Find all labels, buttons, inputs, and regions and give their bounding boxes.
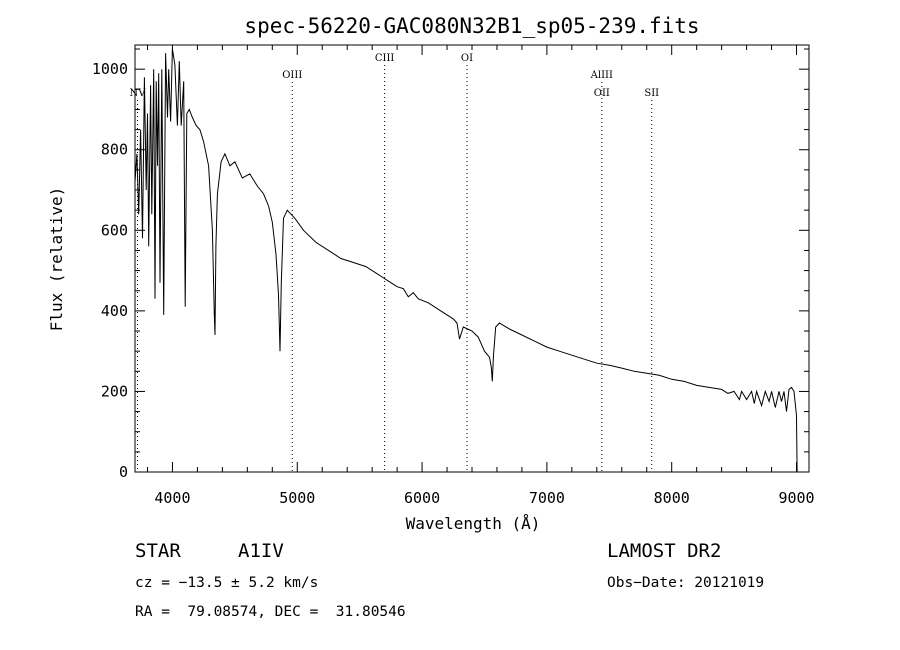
line-marker-label: OI <box>461 53 473 64</box>
survey-name: LAMOST DR2 <box>607 540 722 562</box>
line-marker-label: CIII <box>375 53 395 64</box>
redshift-velocity: cz = −13.5 ± 5.2 km/s <box>135 575 319 591</box>
object-class: STAR <box>135 540 181 562</box>
x-tick-label: 7000 <box>529 489 565 507</box>
x-tick-label: 5000 <box>279 489 315 507</box>
axis-tick-labels: 4000 5000 6000 7000 8000 9000 0 200 400 600 800 100… <box>92 60 815 507</box>
x-tick-label: 8000 <box>654 489 690 507</box>
plot-frame <box>134 44 810 473</box>
y-tick-label: 400 <box>101 302 128 320</box>
line-marker-label: OII <box>594 88 610 99</box>
line-marker-label: AlIII <box>590 70 613 81</box>
y-axis-title: Flux (relative) <box>47 187 66 332</box>
spectrum-series-line <box>134 48 798 473</box>
y-tick-label: 600 <box>101 221 128 239</box>
x-tick-label: 9000 <box>778 489 814 507</box>
emission-line-markers: NV OIII CIII OI AlIII OII SII <box>130 53 659 472</box>
chart-title: spec-56220-GAC080N32B1_sp05-239.fits <box>244 14 699 38</box>
line-marker-label: NV <box>130 88 147 99</box>
y-tick-label: 0 <box>119 463 128 481</box>
object-subclass: A1IV <box>238 540 284 562</box>
line-marker-label: SII <box>644 88 659 99</box>
y-tick-label: 200 <box>101 382 128 400</box>
x-axis-title: Wavelength (Å) <box>406 514 541 533</box>
ra-dec-coordinates: RA = 79.08574, DEC = 31.80546 <box>135 604 406 620</box>
y-tick-label: 1000 <box>92 60 128 78</box>
x-tick-label: 6000 <box>404 489 440 507</box>
line-marker-label: OIII <box>282 70 302 81</box>
x-tick-label: 4000 <box>154 489 190 507</box>
axis-ticks <box>135 45 809 472</box>
y-tick-label: 800 <box>101 141 128 159</box>
observation-date: Obs−Date: 20121019 <box>607 575 765 591</box>
